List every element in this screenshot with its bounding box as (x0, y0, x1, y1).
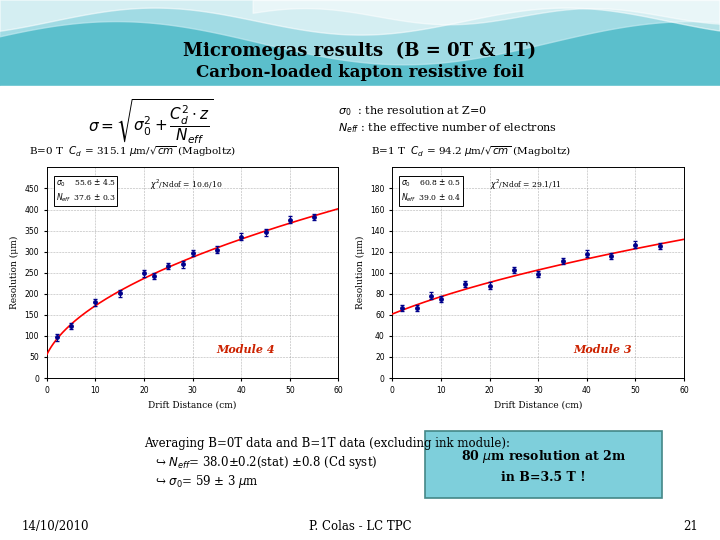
X-axis label: Drift Distance (cm): Drift Distance (cm) (148, 400, 237, 409)
Text: ↪ $\sigma_0$= 59 $\pm$ 3 $\mu$m: ↪ $\sigma_0$= 59 $\pm$ 3 $\mu$m (155, 473, 258, 490)
Y-axis label: Resolution (μm): Resolution (μm) (10, 236, 19, 309)
Text: $\sigma_0$    60.8 $\pm$ 0.5
$N_{eff}$  39.0 $\pm$ 0.4: $\sigma_0$ 60.8 $\pm$ 0.5 $N_{eff}$ 39.0… (401, 178, 461, 204)
Text: Averaging B=0T data and B=1T data (excluding ink module):: Averaging B=0T data and B=1T data (exclu… (144, 437, 510, 450)
Text: $\chi^2$/Ndof = 29.1/11: $\chi^2$/Ndof = 29.1/11 (490, 178, 562, 192)
Y-axis label: Resolution (μm): Resolution (μm) (356, 236, 365, 309)
Text: $\sigma_0$    55.6 $\pm$ 4.5
$N_{eff}$  37.6 $\pm$ 0.3: $\sigma_0$ 55.6 $\pm$ 4.5 $N_{eff}$ 37.6… (55, 178, 115, 204)
Text: Carbon-loaded kapton resistive foil: Carbon-loaded kapton resistive foil (196, 64, 524, 82)
X-axis label: Drift Distance (cm): Drift Distance (cm) (494, 400, 582, 409)
Text: in B=3.5 T !: in B=3.5 T ! (501, 471, 586, 484)
Text: P. Colas - LC TPC: P. Colas - LC TPC (309, 520, 411, 533)
FancyBboxPatch shape (425, 431, 662, 498)
Text: $\sigma = \sqrt{\sigma_0^2 + \dfrac{C_d^2 \cdot z}{N_{eff}}}$: $\sigma = \sqrt{\sigma_0^2 + \dfrac{C_d^… (89, 97, 214, 146)
Text: Module 4: Module 4 (216, 344, 274, 355)
Text: 14/10/2010: 14/10/2010 (22, 520, 89, 533)
Text: Module 3: Module 3 (573, 344, 632, 355)
Text: B=0 T  $C_d$ = 315.1 $\mu$m/$\sqrt{cm}$ (Magboltz): B=0 T $C_d$ = 315.1 $\mu$m/$\sqrt{cm}$ (… (29, 144, 236, 159)
Text: 80 $\mu$m resolution at 2m: 80 $\mu$m resolution at 2m (461, 448, 626, 465)
Text: $\sigma_0$  : the resolution at Z=0: $\sigma_0$ : the resolution at Z=0 (338, 104, 487, 118)
Text: Micromegas results  (B = 0T & 1T): Micromegas results (B = 0T & 1T) (184, 42, 536, 60)
Text: ↪ $N_{eff}$= 38.0$\pm$0.2(stat) $\pm$0.8 (Cd syst): ↪ $N_{eff}$= 38.0$\pm$0.2(stat) $\pm$0.8… (155, 454, 377, 471)
Text: $N_{eff}$ : the effective number of electrons: $N_{eff}$ : the effective number of elec… (338, 122, 557, 136)
Text: $\chi^2$/Ndof = 10.6/10: $\chi^2$/Ndof = 10.6/10 (150, 178, 222, 192)
Text: B=1 T  $C_d$ = 94.2 $\mu$m/$\sqrt{cm}$ (Magboltz): B=1 T $C_d$ = 94.2 $\mu$m/$\sqrt{cm}$ (M… (371, 144, 571, 159)
Text: 21: 21 (684, 520, 698, 533)
